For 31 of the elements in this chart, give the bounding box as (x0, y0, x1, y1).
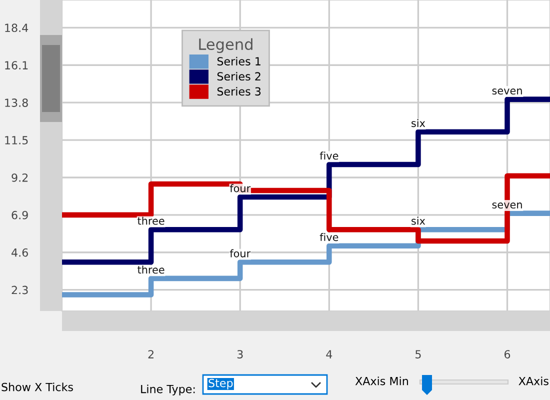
text: Step (208, 378, 233, 390)
y-tick-label: 16.1 (5, 61, 28, 70)
y-tick-label: 18.4 (5, 24, 28, 32)
legend-label: Series 2 (217, 72, 260, 81)
x-tick-label: 3 (237, 350, 243, 358)
annotation: five (320, 233, 338, 242)
annotation: six (412, 216, 426, 225)
x-tick-label: 5 (416, 350, 421, 358)
y-tick-label: 11.5 (5, 136, 28, 144)
x-tick-label: 4 (326, 350, 332, 358)
y-tick-label: 9.2 (12, 173, 28, 182)
y-tick-label: 13.8 (5, 98, 28, 107)
y-tick-label: 4.6 (12, 248, 28, 257)
legend-title: Legend (199, 38, 252, 53)
text: Show X Ticks (2, 382, 73, 392)
y-tick-label: 2.3 (12, 286, 28, 294)
text: Line Type: (141, 384, 195, 396)
legend-label: Series 1 (217, 56, 260, 66)
annotation: six (412, 119, 426, 128)
annotation: five (320, 152, 338, 160)
y-tick-label: 6.9 (12, 210, 28, 220)
annotation: seven (492, 88, 522, 95)
x-tick-label: 2 (148, 350, 154, 358)
text: XAxis Min (355, 376, 408, 386)
x-tick-label: 6 (504, 350, 510, 358)
annotation: four (230, 249, 251, 258)
annotation: three (138, 216, 164, 225)
annotation: three (138, 266, 164, 274)
annotation: seven (492, 202, 522, 209)
text: XAxis (518, 376, 548, 386)
legend-label: Series 3 (217, 87, 261, 96)
